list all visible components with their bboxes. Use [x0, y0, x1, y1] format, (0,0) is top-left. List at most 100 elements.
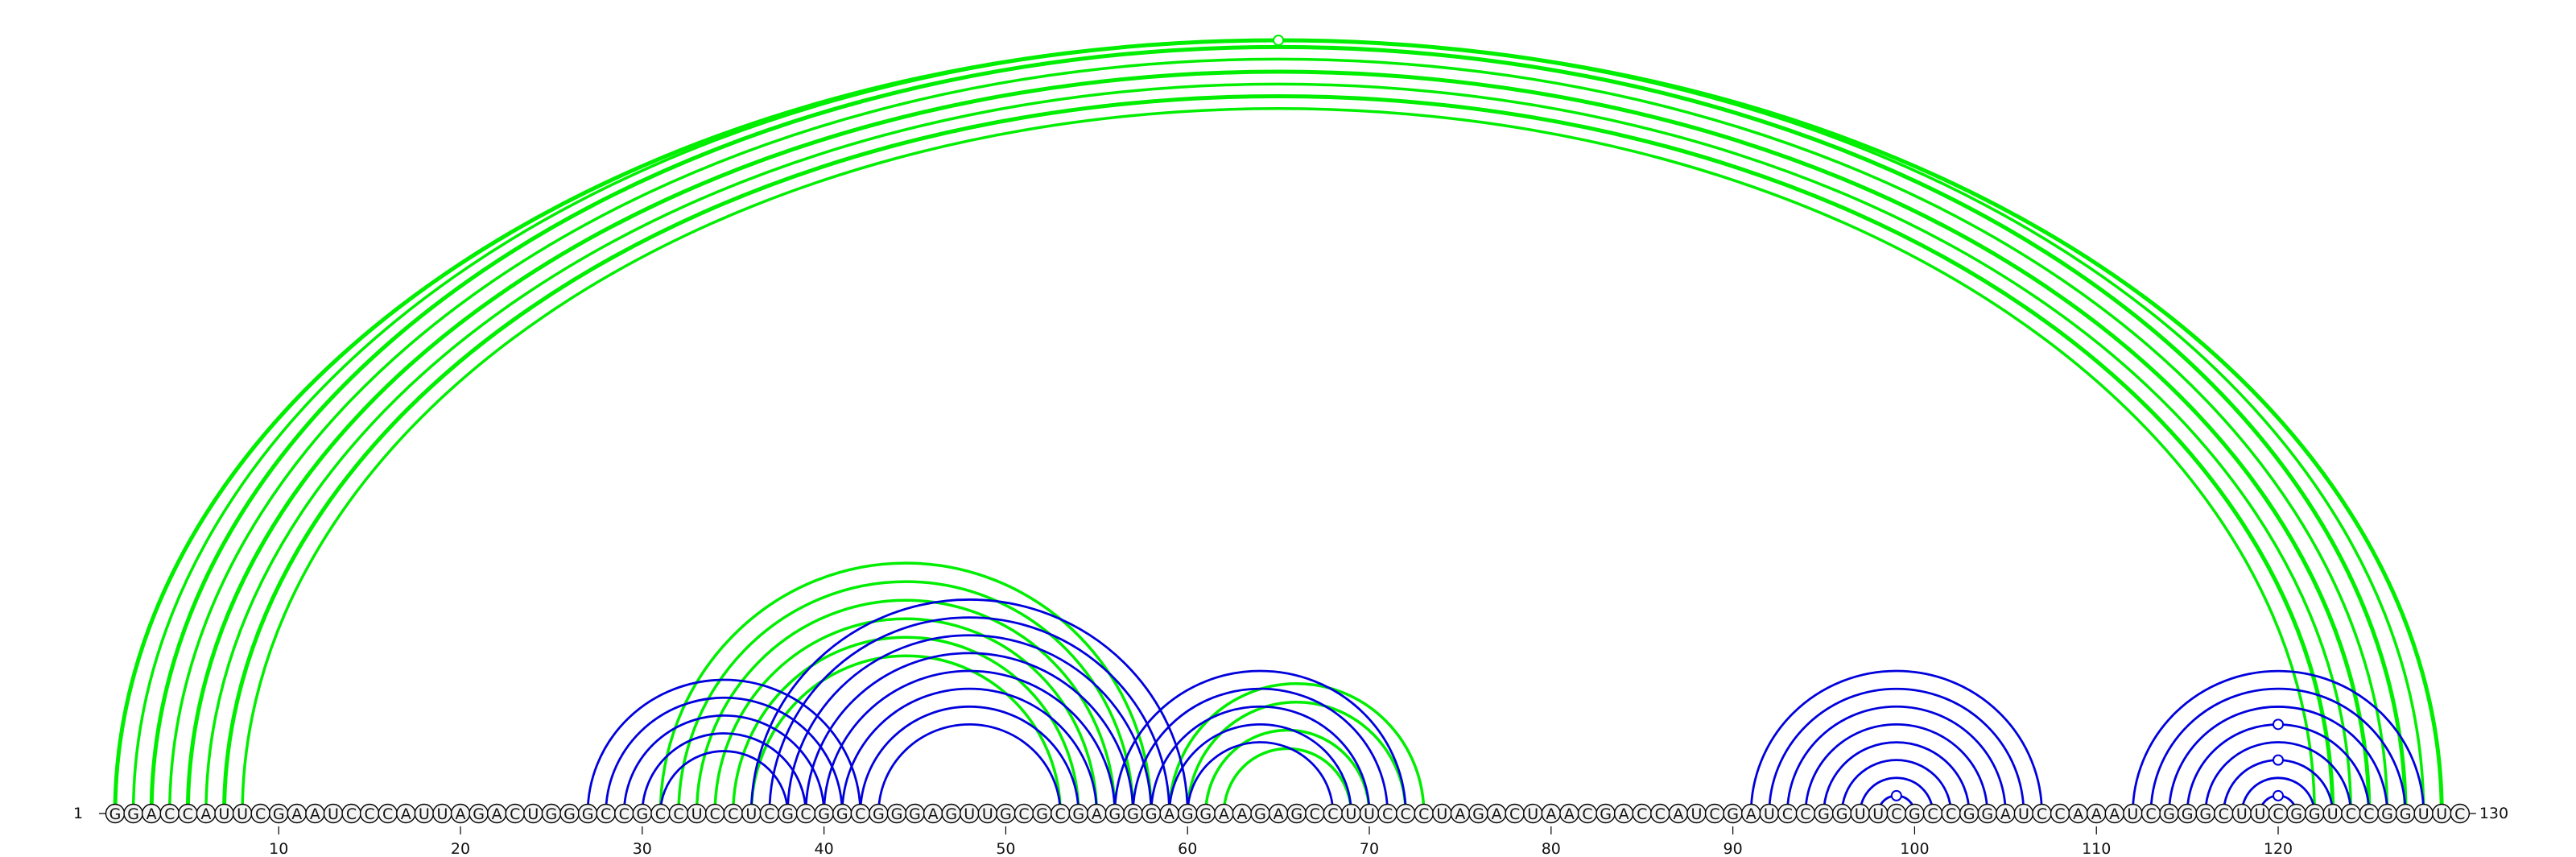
nucleotide-letter: A [1619, 805, 1629, 823]
nucleotide: C [2140, 803, 2161, 824]
nucleotide-letter: A [1564, 805, 1575, 823]
nucleotide: A [1541, 803, 1562, 824]
nucleotide-letter: C [1401, 805, 1411, 823]
nucleotide: G [814, 803, 834, 824]
tick-label: 40 [815, 840, 834, 857]
nucleotide: A [486, 803, 507, 824]
nucleotide: C [378, 803, 398, 824]
tick-label: 10 [269, 840, 288, 857]
nucleotide: G [632, 803, 653, 824]
nucleotide: A [2068, 803, 2088, 824]
tick-label: 60 [1178, 840, 1197, 857]
nucleotide-letter: A [1746, 805, 1757, 823]
nucleotide: A [1559, 803, 1579, 824]
nucleotide: A [1740, 803, 1761, 824]
nucleotide-letter: U [1345, 805, 1356, 823]
nucleotide-letter: G [1127, 805, 1139, 823]
nucleotide-letter: U [1764, 805, 1775, 823]
lower-arc-41-55 [840, 687, 1098, 815]
nucleotide-letter: A [2091, 805, 2102, 823]
nucleotide-letter: C [2054, 805, 2065, 823]
nucleotide: U [1523, 803, 1543, 824]
nucleotide: A [1214, 803, 1234, 824]
nucleotide-letter: G [564, 805, 576, 823]
lower-arc-56-72 [1113, 669, 1407, 815]
lower-arc-118-122 [2240, 776, 2316, 815]
upper-arc-60-72 [1186, 701, 1407, 815]
nucleotide: U [1759, 803, 1779, 824]
nucleotide: C [1323, 803, 1344, 824]
nucleotide-letter: G [873, 805, 885, 823]
nucleotide-letter: A [2073, 805, 2083, 823]
nucleotide: A [1087, 803, 1107, 824]
lower-arc-43-53 [877, 723, 1062, 815]
nucleotide: C [2032, 803, 2052, 824]
nucleotide-letter: C [1709, 805, 1719, 823]
upper-arc-34-55 [713, 617, 1099, 815]
nucleotide-letter: C [619, 805, 630, 823]
nucleotide-letter: C [1946, 805, 1956, 823]
nucleotide: C [2214, 803, 2234, 824]
nucleotide: U [960, 803, 980, 824]
nucleotide-letter: G [1000, 805, 1012, 823]
nucleotide-letter: G [836, 805, 848, 823]
nucleotide-letter: A [928, 805, 939, 823]
nucleotide: G [1468, 803, 1488, 824]
nucleotide: C [650, 803, 671, 824]
lower-arc-27-42 [586, 678, 862, 815]
tick-label: 110 [2082, 840, 2111, 857]
nucleotide-letter: U [691, 805, 703, 823]
nucleotide: C [1050, 803, 1071, 824]
nucleotide-letter: U [436, 805, 448, 823]
nucleotide-letter: G [1472, 805, 1484, 823]
nucleotide: G [1250, 803, 1270, 824]
nucleotide-letter: C [855, 805, 865, 823]
tick-label: 30 [633, 840, 652, 857]
nucleotide-letter: C [2454, 805, 2465, 823]
lower-arc-96-102 [1840, 759, 1952, 815]
apex-marker [2273, 718, 2285, 731]
nucleotide: G [1905, 803, 1925, 824]
nucleotide-letter: U [2436, 805, 2447, 823]
nucleotide-letter: U [2418, 805, 2429, 823]
nucleotide: G [905, 803, 925, 824]
apex-marker [2273, 789, 2285, 801]
nucleotide-letter: A [1673, 805, 1683, 823]
nucleotide: G [1104, 803, 1125, 824]
nucleotide: U [1868, 803, 1889, 824]
nucleotide-letter: U [527, 805, 539, 823]
tick-label: 70 [1360, 840, 1379, 857]
nucleotide-letter: U [2254, 805, 2265, 823]
nucleotide-letter: G [1836, 805, 1848, 823]
nucleotide: C [1704, 803, 1725, 824]
nucleotide-letter: C [1055, 805, 1066, 823]
nucleotide: U [2013, 803, 2034, 824]
nucleotide: G [1959, 803, 1979, 824]
nucleotide: G [541, 803, 562, 824]
nucleotide-letter: U [1855, 805, 1866, 823]
apex-marker [1890, 789, 1902, 801]
nucleotide-letter: A [1219, 805, 1229, 823]
nucleotide-letter: C [728, 805, 738, 823]
nucleotide: G [1596, 803, 1616, 824]
nucleotide: U [323, 803, 344, 824]
nucleotide-letter: G [127, 805, 139, 823]
nucleotide: C [1795, 803, 1816, 824]
nucleotide: U [2322, 803, 2343, 824]
nucleotide: G [2395, 803, 2416, 824]
nucleotide-letter: U [1364, 805, 1375, 823]
tick-label: 90 [1724, 840, 1743, 857]
nucleotide-letter: A [2000, 805, 2011, 823]
nucleotide: G [1032, 803, 1052, 824]
lower-arc-91-107 [1749, 669, 2043, 815]
nucleotide: C [2359, 803, 2380, 824]
nucleotide: G [1286, 803, 1307, 824]
nucleotide-letter: G [2290, 805, 2302, 823]
nucleotide: G [105, 803, 126, 824]
nucleotide-letter: G [1818, 805, 1830, 823]
nucleotide-letter: C [1782, 805, 1793, 823]
nucleotide-letter: C [2273, 805, 2283, 823]
tick-label: 80 [1542, 840, 1561, 857]
lower-arc-39-57 [804, 652, 1134, 815]
nucleotide: G [1195, 803, 1216, 824]
